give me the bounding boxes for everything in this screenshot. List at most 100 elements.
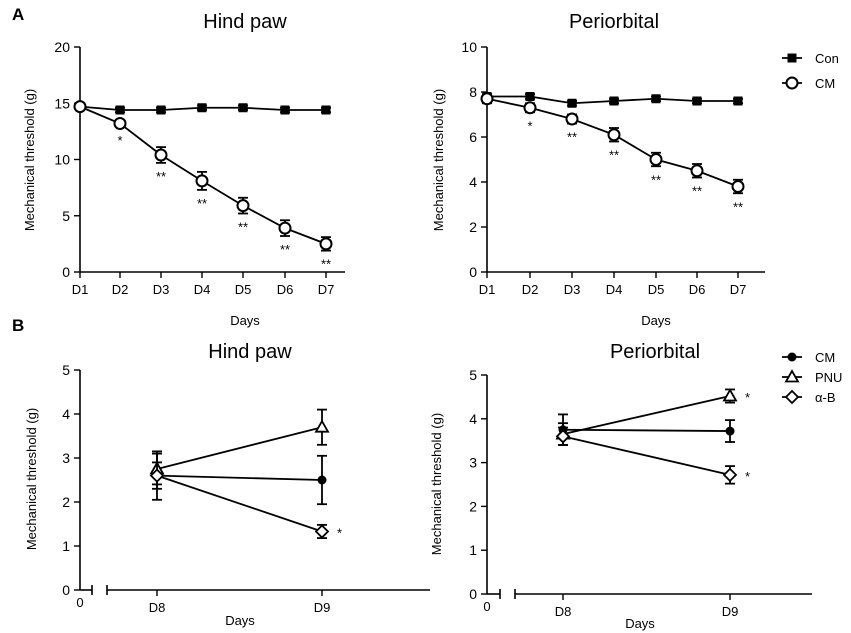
y-tick-label: 0 xyxy=(469,586,477,602)
y-tick-label: 2 xyxy=(469,498,477,514)
panel-2 xyxy=(480,46,802,278)
panel-1 xyxy=(73,46,345,278)
y-tick-label: 10 xyxy=(461,39,477,55)
series-line xyxy=(562,428,731,432)
data-point xyxy=(722,467,738,483)
data-point xyxy=(555,429,571,444)
panel-label: A xyxy=(12,5,24,24)
data-point xyxy=(651,94,661,104)
chart-title: Periorbital xyxy=(569,11,659,33)
x-tick-label: D9 xyxy=(314,600,331,615)
panel-3 xyxy=(74,369,430,596)
y-tick-label: 0 xyxy=(469,264,477,280)
series-line xyxy=(562,435,731,476)
legend-marker xyxy=(787,352,797,362)
data-point xyxy=(321,105,331,115)
chart-title: Periorbital xyxy=(610,341,700,363)
series-CM xyxy=(73,100,333,252)
x-tick-label: D4 xyxy=(194,282,211,297)
y-tick-label: 6 xyxy=(469,129,477,145)
data-point xyxy=(278,221,292,235)
data-point xyxy=(725,426,735,436)
data-point xyxy=(236,199,250,213)
x-tick-label: D7 xyxy=(318,282,335,297)
significance-marker: ** xyxy=(197,196,207,211)
series-PNU xyxy=(555,388,738,446)
x-tick-label: D9 xyxy=(722,604,739,619)
series-α-B xyxy=(149,461,330,539)
data-point xyxy=(722,388,738,402)
data-point xyxy=(154,148,168,162)
y-tick-label: 20 xyxy=(54,39,70,55)
y-tick-label: 0 xyxy=(62,264,70,280)
x-tick-label: D5 xyxy=(648,282,665,297)
significance-marker: * xyxy=(527,118,532,133)
x-axis-label: Days xyxy=(641,313,671,328)
x-axis-label: Days xyxy=(625,616,655,631)
y-tick-label: 3 xyxy=(62,450,70,466)
data-point xyxy=(115,105,125,115)
x-tick-label: D6 xyxy=(277,282,294,297)
significance-marker: ** xyxy=(321,257,331,272)
x-tick-label: D3 xyxy=(564,282,581,297)
significance-marker: ** xyxy=(280,242,290,257)
significance-marker: * xyxy=(745,390,750,405)
data-point xyxy=(690,164,704,178)
chart-title: Hind paw xyxy=(208,341,292,363)
y-axis-label: Mechanical threshold (g) xyxy=(24,408,39,550)
data-point xyxy=(525,92,535,101)
x-tick-label: D1 xyxy=(72,282,89,297)
y-tick-label: 3 xyxy=(469,455,477,471)
x-tick-label: 0 xyxy=(76,595,83,610)
data-point xyxy=(238,103,248,113)
significance-marker: ** xyxy=(609,148,619,163)
legend-label: PNU xyxy=(815,370,842,385)
data-point xyxy=(609,96,619,106)
data-point xyxy=(317,475,327,485)
y-tick-label: 5 xyxy=(469,367,477,383)
y-tick-label: 10 xyxy=(54,152,70,168)
x-tick-label: D4 xyxy=(606,282,623,297)
data-point xyxy=(280,105,290,115)
data-point xyxy=(113,117,127,130)
y-axis-label: Mechanical threshold (g) xyxy=(22,89,37,231)
x-tick-label: D1 xyxy=(479,282,496,297)
y-tick-label: 1 xyxy=(62,538,70,554)
legend-marker xyxy=(785,76,799,90)
data-point xyxy=(607,128,621,142)
series-line xyxy=(562,395,731,436)
legend-marker xyxy=(787,53,797,63)
series-PNU xyxy=(149,408,330,486)
series-CM xyxy=(480,92,745,195)
x-tick-label: D8 xyxy=(555,604,572,619)
series-line xyxy=(156,426,323,470)
legend-marker xyxy=(784,369,800,383)
significance-marker: ** xyxy=(238,220,248,235)
y-tick-label: 2 xyxy=(62,494,70,510)
data-point xyxy=(565,112,579,126)
data-point xyxy=(523,101,537,115)
legend xyxy=(782,352,802,405)
data-point xyxy=(195,174,209,188)
series-line xyxy=(156,474,323,533)
data-point xyxy=(197,103,207,113)
series-α-B xyxy=(555,426,738,485)
data-point xyxy=(156,105,166,115)
legend-label: CM xyxy=(815,76,835,91)
panel-label: B xyxy=(12,316,24,335)
chart-title: Hind paw xyxy=(203,11,287,33)
data-point xyxy=(149,468,165,483)
significance-marker: * xyxy=(117,133,122,148)
y-tick-label: 2 xyxy=(469,219,477,235)
series-Con xyxy=(75,102,331,115)
data-point xyxy=(731,180,745,193)
x-tick-label: D2 xyxy=(112,282,129,297)
data-point xyxy=(480,92,494,106)
x-tick-label: D6 xyxy=(689,282,706,297)
y-tick-label: 5 xyxy=(62,362,70,378)
x-tick-label: D5 xyxy=(235,282,252,297)
x-tick-label: 0 xyxy=(483,599,490,614)
y-tick-label: 8 xyxy=(469,84,477,100)
significance-marker: ** xyxy=(692,184,702,199)
